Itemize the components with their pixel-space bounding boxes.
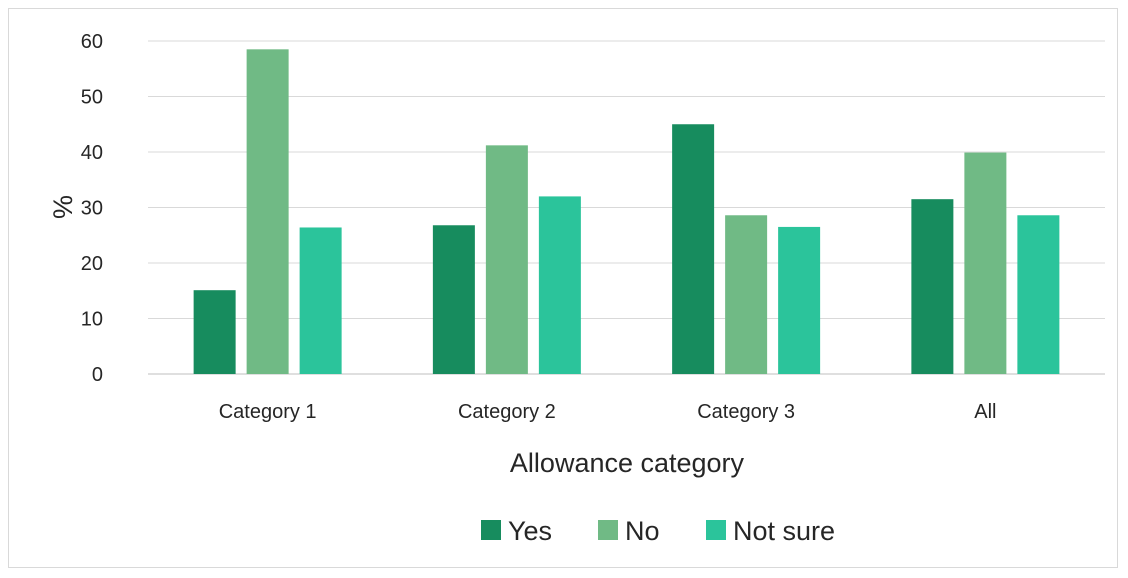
bar-no-2	[485, 145, 528, 374]
x-tick-label: All	[974, 401, 996, 423]
legend-swatch-yes	[481, 520, 501, 540]
legend-swatch-not-sure	[706, 520, 726, 540]
bar-no-1	[246, 49, 289, 374]
bar-yes-4	[911, 199, 954, 374]
bar-not-sure-1	[299, 227, 342, 374]
y-tick-label: 0	[92, 364, 103, 386]
y-axis-ticks: 0 10 20 30 40 50 60	[81, 31, 103, 386]
gridlines	[148, 40, 1105, 375]
y-tick-label: 60	[81, 31, 103, 53]
bar-no-4	[964, 152, 1007, 374]
bars	[193, 49, 1060, 374]
x-tick-label: Category 2	[458, 401, 556, 423]
y-tick-label: 50	[81, 87, 103, 109]
x-axis-label: Allowance category	[510, 448, 745, 478]
x-tick-label: Category 1	[219, 401, 317, 423]
y-tick-label: 30	[81, 198, 103, 220]
y-tick-label: 20	[81, 253, 103, 275]
legend-label-not-sure: Not sure	[733, 516, 835, 546]
bar-not-sure-4	[1017, 215, 1060, 374]
bar-yes-1	[193, 290, 236, 374]
x-axis-ticks: Category 1 Category 2 Category 3 All	[219, 401, 997, 423]
bar-yes-2	[432, 225, 475, 374]
legend-swatch-no	[598, 520, 618, 540]
bar-not-sure-3	[778, 226, 821, 374]
legend-label-no: No	[625, 516, 660, 546]
y-axis-label: %	[48, 195, 78, 219]
x-tick-label: Category 3	[697, 401, 795, 423]
legend: Yes No Not sure	[481, 516, 835, 546]
bar-not-sure-2	[538, 196, 581, 374]
bar-no-3	[725, 215, 768, 374]
y-tick-label: 40	[81, 142, 103, 164]
y-tick-label: 10	[81, 309, 103, 331]
bar-yes-3	[672, 124, 715, 374]
legend-label-yes: Yes	[508, 516, 552, 546]
